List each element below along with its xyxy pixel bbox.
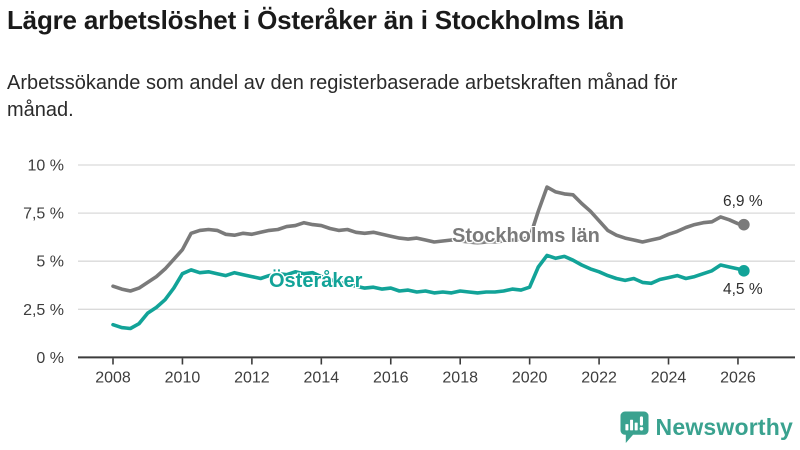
newsworthy-logo-icon [619, 411, 649, 443]
x-tick-label: 2020 [512, 370, 548, 387]
logo-exclamation [639, 416, 643, 426]
x-tick-label: 2024 [651, 370, 687, 387]
chart-subtitle: Arbetssökande som andel av den registerb… [7, 72, 678, 121]
newsworthy-logo-text: Newsworthy [655, 414, 793, 440]
logo-bar-3 [634, 422, 638, 431]
x-tick-label: 2018 [442, 370, 478, 387]
x-tick-label: 2014 [304, 370, 340, 387]
logo-bar-1 [624, 424, 628, 431]
series-label-stockholms-lan: Stockholms län [452, 225, 600, 247]
x-tick-label: 2016 [373, 370, 409, 387]
series-line-osteraker [111, 253, 746, 331]
y-tick-label: 0 % [36, 350, 64, 367]
x-tick-label: 2026 [720, 370, 756, 387]
y-tick-label: 2,5 % [23, 302, 64, 319]
x-tick-label: 2010 [165, 370, 201, 387]
y-tick-label: 7,5 % [23, 206, 64, 223]
page-title: Lägre arbetslöshet i Österåker än i Stoc… [7, 5, 625, 35]
x-tick-label: 2008 [95, 370, 131, 387]
end-value-osteraker: 4,5 % [723, 281, 763, 298]
end-value-stockholms-lan: 6,9 % [723, 193, 763, 210]
logo-exclamation-dot [639, 426, 643, 431]
x-tick-label: 2012 [234, 370, 270, 387]
logo-bar-2 [629, 419, 633, 431]
y-tick-label: 5 % [36, 254, 64, 271]
x-tick-label: 2022 [581, 370, 617, 387]
series-end-dot-stockholms-lan [738, 218, 750, 231]
newsworthy-logo: Newsworthy [619, 411, 793, 444]
series-label-osteraker: Österåker [269, 270, 363, 292]
series-end-dot-osteraker [738, 265, 750, 277]
series-line-stockholms-lan [111, 185, 746, 293]
y-tick-label: 10 % [28, 158, 64, 175]
